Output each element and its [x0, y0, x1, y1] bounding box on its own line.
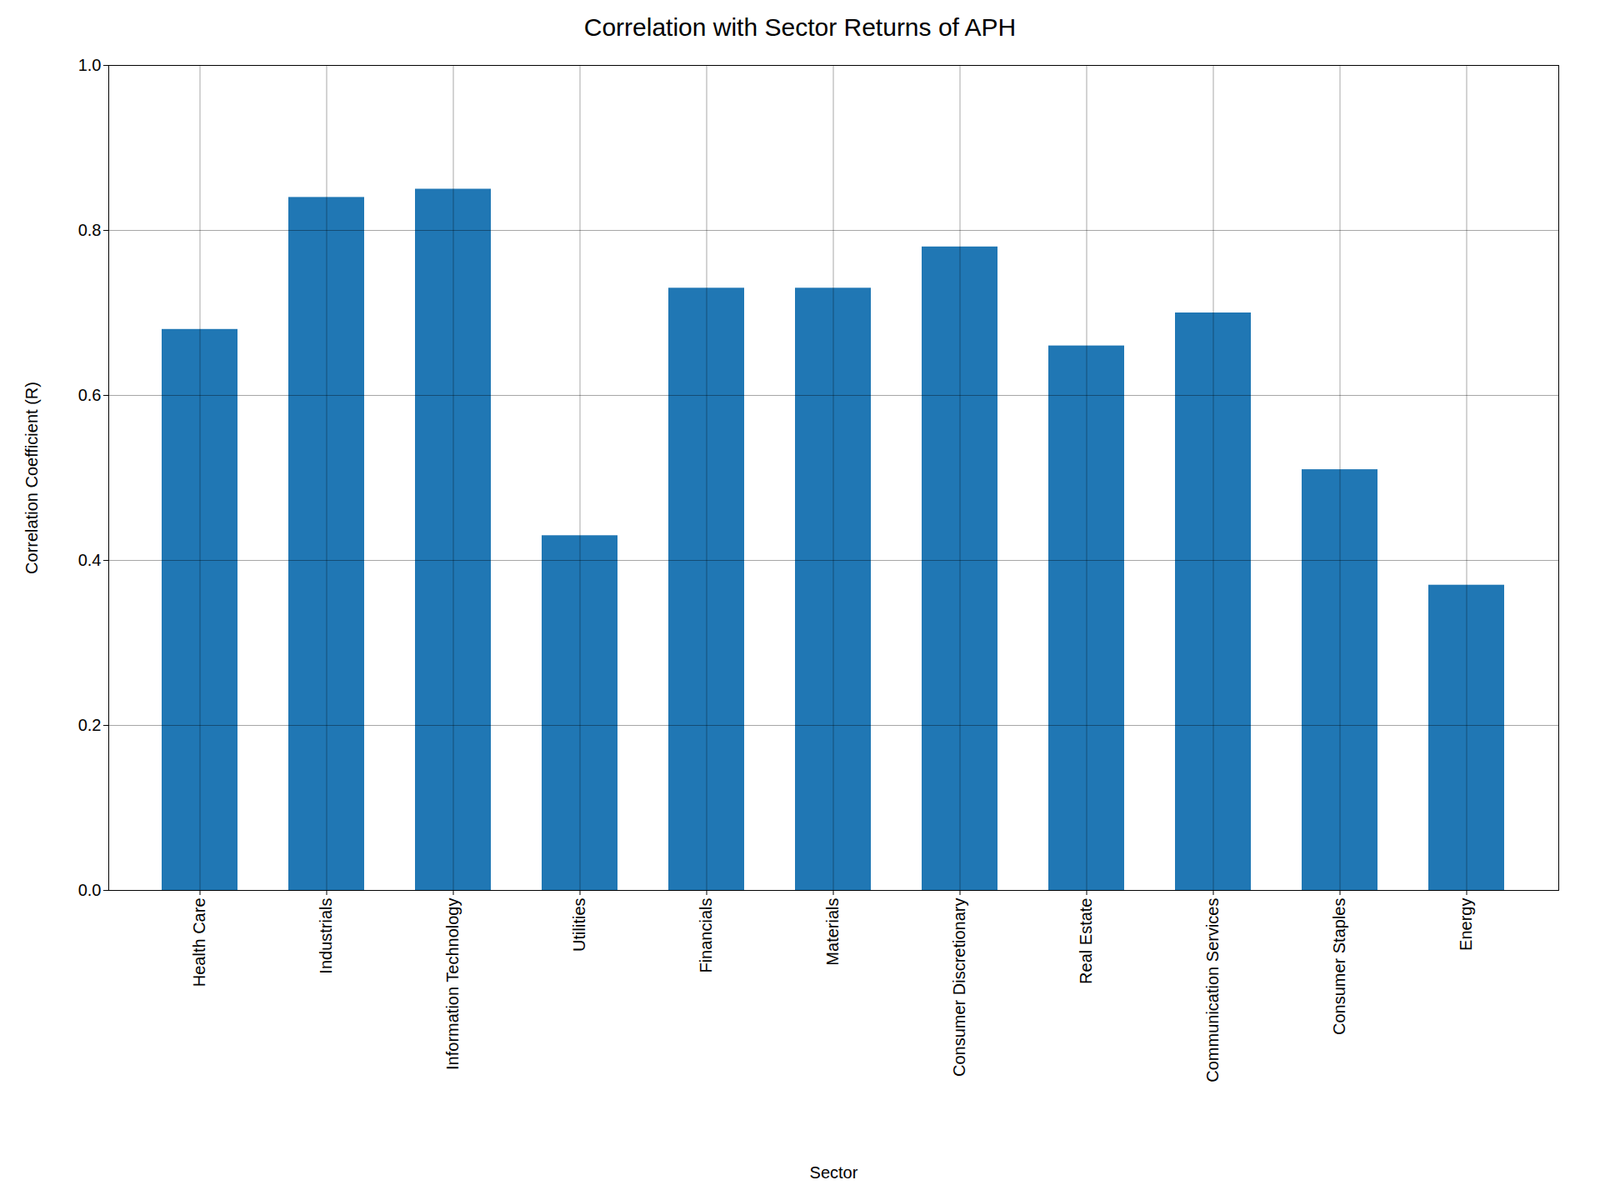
svg-text:1.0: 1.0 — [78, 55, 102, 75]
svg-text:Industrials: Industrials — [316, 898, 335, 975]
svg-text:Real Estate: Real Estate — [1076, 898, 1095, 985]
svg-text:0.0: 0.0 — [78, 880, 102, 900]
svg-text:Energy: Energy — [1456, 898, 1475, 951]
svg-text:Financials: Financials — [696, 898, 715, 974]
svg-text:Sector: Sector — [810, 1163, 859, 1182]
svg-text:Information Technology: Information Technology — [443, 898, 462, 1070]
svg-text:0.2: 0.2 — [78, 715, 102, 735]
html-text:Correlation with Sector Return: Correlation with Sector Returns of APH — [583, 13, 1017, 41]
svg-text:Correlation Coefficient (R): Correlation Coefficient (R) — [22, 381, 41, 575]
svg-text:Materials: Materials — [823, 898, 842, 966]
svg-text:Consumer Staples: Consumer Staples — [1330, 898, 1349, 1036]
svg-text:Utilities: Utilities — [570, 898, 589, 952]
svg-text:0.8: 0.8 — [78, 220, 102, 240]
svg-text:Consumer Discretionary: Consumer Discretionary — [950, 898, 969, 1078]
svg-text:0.4: 0.4 — [78, 550, 102, 570]
svg-text:Health Care: Health Care — [190, 898, 209, 988]
svg-text:Communication Services: Communication Services — [1203, 898, 1222, 1083]
svg-text:0.6: 0.6 — [78, 385, 102, 405]
